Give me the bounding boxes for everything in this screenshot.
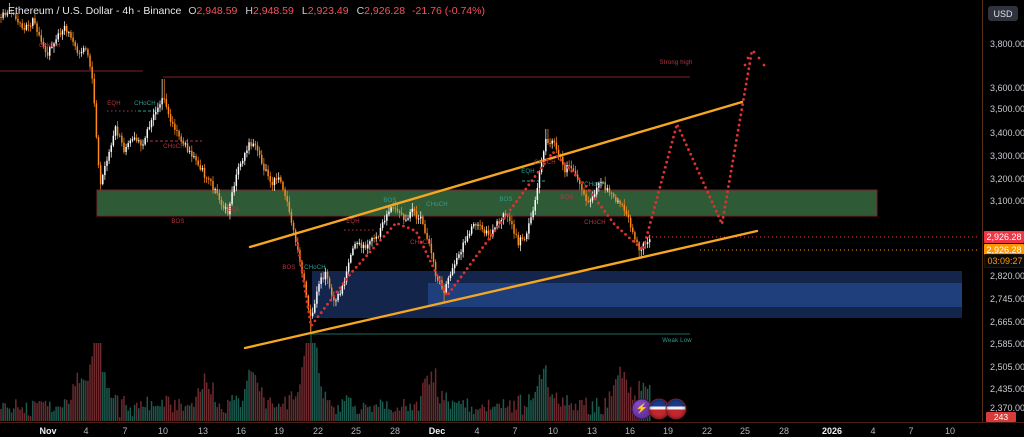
axis-bottom-label: 243 bbox=[986, 412, 1016, 422]
supply-zone bbox=[96, 189, 878, 217]
time-tick: Dec bbox=[428, 426, 446, 436]
price-tick: 3,600.00 bbox=[990, 83, 1024, 93]
price-tick: 3,500.00 bbox=[990, 104, 1024, 114]
demand-zone-inner bbox=[428, 283, 962, 307]
close-label: C bbox=[356, 5, 365, 17]
last-price-label: 2,926.28 bbox=[984, 231, 1024, 243]
tool-price-label: 2,926.28 bbox=[984, 244, 1024, 256]
price-tick: 2,820.00 bbox=[990, 271, 1024, 281]
time-tick: 7 bbox=[908, 426, 914, 436]
price-tick: 2,665.00 bbox=[990, 317, 1024, 327]
chart-canvas[interactable]: CHoCH EQH CHoCH CHoCH BOS EQL BOS CHoCH EQH BOS CH… bbox=[0, 0, 982, 422]
time-tick: 13 bbox=[197, 426, 209, 436]
flag-face-sticker[interactable] bbox=[665, 398, 687, 420]
low-value: 2,923.49 bbox=[307, 5, 349, 17]
time-tick: 25 bbox=[739, 426, 751, 436]
time-tick: 22 bbox=[312, 426, 324, 436]
time-tick: Nov bbox=[39, 426, 57, 436]
price-tick: 3,100.00 bbox=[990, 196, 1024, 206]
projection-path bbox=[295, 50, 766, 327]
close-value: 2,926.28 bbox=[364, 5, 406, 17]
time-tick: 10 bbox=[157, 426, 169, 436]
price-tick: 3,300.00 bbox=[990, 151, 1024, 161]
symbol-title: Ethereum / U.S. Dollar - 4h - Binance bbox=[8, 5, 182, 17]
price-tick: 3,200.00 bbox=[990, 174, 1024, 184]
trendline bbox=[243, 229, 759, 350]
low-label: L bbox=[301, 5, 308, 17]
open-label: O bbox=[188, 5, 197, 17]
trendline bbox=[248, 100, 744, 249]
time-tick: 7 bbox=[122, 426, 128, 436]
time-tick: 4 bbox=[870, 426, 876, 436]
price-tick: 2,745.00 bbox=[990, 294, 1024, 304]
time-tick: 7 bbox=[512, 426, 518, 436]
high-value: 2,948.59 bbox=[252, 5, 294, 17]
time-tick: 19 bbox=[662, 426, 674, 436]
currency-toggle-button[interactable]: USD bbox=[988, 6, 1018, 21]
time-tick: 16 bbox=[235, 426, 247, 436]
symbol-header: Ethereum / U.S. Dollar - 4h - Binance O2… bbox=[8, 5, 485, 17]
time-tick: 28 bbox=[778, 426, 790, 436]
high-label: H bbox=[245, 5, 253, 17]
time-tick: 16 bbox=[624, 426, 636, 436]
time-tick: 13 bbox=[586, 426, 598, 436]
time-tick: 28 bbox=[389, 426, 401, 436]
price-axis[interactable]: 3,800.00 3,600.00 3,500.00 3,400.00 3,300.00… bbox=[982, 0, 1024, 422]
time-tick: 22 bbox=[701, 426, 713, 436]
open-value: 2,948.59 bbox=[196, 5, 238, 17]
time-tick: 10 bbox=[547, 426, 559, 436]
ohlc-readout: O2,948.59 H2,948.59 L2,923.49 C2,926.28 bbox=[188, 5, 405, 17]
time-tick: 4 bbox=[83, 426, 89, 436]
volume-series bbox=[0, 343, 651, 421]
price-tick: 2,435.00 bbox=[990, 384, 1024, 394]
candle-series bbox=[0, 3, 651, 332]
time-tick: 4 bbox=[474, 426, 480, 436]
time-tick: 10 bbox=[944, 426, 956, 436]
time-axis[interactable]: Nov 4 7 10 13 16 19 22 25 28 Dec 4 7 10 13 16 19 22 25 28 20… bbox=[0, 422, 1024, 437]
time-tick: 25 bbox=[350, 426, 362, 436]
price-tick: 2,505.00 bbox=[990, 362, 1024, 372]
price-tick: 2,585.00 bbox=[990, 339, 1024, 349]
price-change: -21.76 (-0.74%) bbox=[412, 5, 485, 17]
price-tick: 3,800.00 bbox=[990, 39, 1024, 49]
time-tick: 19 bbox=[273, 426, 285, 436]
price-tick: 3,400.00 bbox=[990, 128, 1024, 138]
price-tick: 2,370.00 bbox=[990, 403, 1024, 413]
time-tick: 2026 bbox=[821, 426, 843, 436]
bar-countdown-label: 03:09:27 bbox=[984, 254, 1024, 268]
